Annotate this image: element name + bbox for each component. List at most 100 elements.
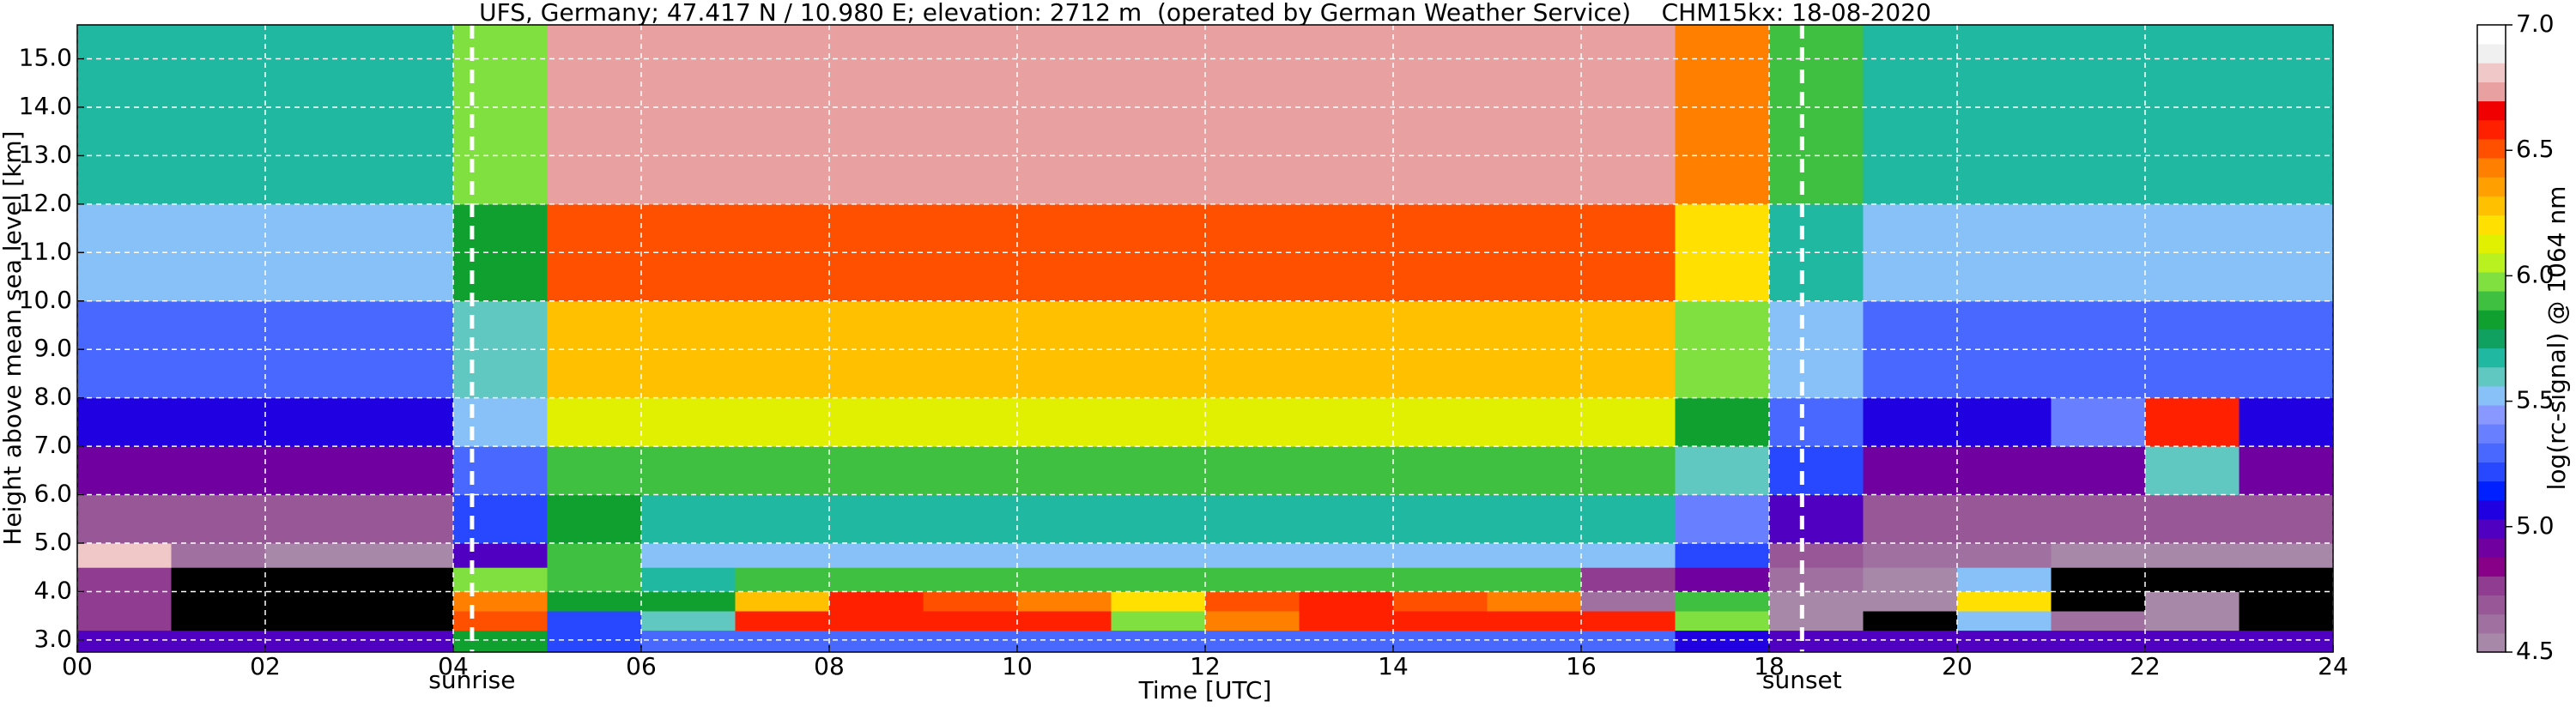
- colorbar-band: [2477, 538, 2506, 558]
- heatmap-cell: [1769, 567, 1864, 592]
- heatmap-cell: [641, 591, 736, 612]
- colorbar-tick-label: 4.5: [2516, 637, 2555, 665]
- heatmap-cell: [1487, 591, 1582, 612]
- y-tick-label: 13.0: [19, 140, 72, 168]
- heatmap-cell: [1487, 567, 1582, 592]
- heatmap-cell: [265, 591, 360, 612]
- colorbar-frame: [2476, 24, 2506, 653]
- heatmap-cell: [2239, 611, 2334, 631]
- heatmap-cell: [1299, 25, 1394, 205]
- heatmap-cell: [265, 567, 360, 592]
- heatmap-cell: [453, 630, 548, 653]
- heatmap-cell: [1675, 630, 1770, 653]
- heatmap-cell: [453, 25, 548, 205]
- heatmap-cell: [77, 591, 172, 612]
- heatmap-cell: [1957, 446, 2052, 496]
- heatmap-cell: [1675, 397, 1770, 447]
- annotation-label: sunrise: [428, 666, 515, 694]
- heatmap-cell: [2051, 630, 2146, 653]
- heatmap-cell: [2051, 446, 2146, 496]
- heatmap-cell: [547, 25, 642, 205]
- colorbar-band: [2477, 310, 2506, 329]
- y-tick-label: 5.0: [33, 528, 72, 556]
- heatmap-cell: [77, 397, 172, 447]
- heatmap-cell: [265, 397, 360, 447]
- heatmap-cell: [735, 397, 830, 447]
- heatmap-cell: [923, 446, 1018, 496]
- heatmap-cell: [1957, 25, 2052, 205]
- heatmap-cell: [1205, 591, 1300, 612]
- x-tick-label: 06: [626, 652, 657, 680]
- colorbar-band: [2477, 196, 2506, 216]
- colorbar-band: [2477, 576, 2506, 596]
- heatmap-cell: [1769, 630, 1864, 653]
- heatmap-cell: [453, 591, 548, 612]
- heatmap-cell: [641, 446, 736, 496]
- colorbar-tick-label: 5.0: [2516, 511, 2555, 540]
- heatmap-cell: [1957, 494, 2052, 544]
- heatmap-cell: [641, 567, 736, 592]
- heatmap-cell: [1581, 397, 1676, 447]
- heatmap-cell: [923, 567, 1018, 592]
- colorbar-band: [2477, 100, 2506, 121]
- heatmap-cell: [547, 397, 642, 447]
- y-tick-label: 7.0: [33, 431, 72, 459]
- colorbar-band: [2477, 595, 2506, 615]
- heatmap-cell: [77, 494, 172, 544]
- heatmap-cell: [735, 611, 830, 631]
- heatmap-cell: [77, 542, 172, 568]
- x-tick-label: 10: [1002, 652, 1033, 680]
- colorbar-label: log(rc-signal) @ 1064 nm: [2543, 186, 2571, 491]
- heatmap-cell: [735, 446, 830, 496]
- y-tick-label: 10.0: [19, 286, 72, 314]
- heatmap-cell: [1487, 25, 1582, 205]
- heatmap-cell: [1863, 397, 1958, 447]
- x-tick-label: 02: [250, 652, 281, 680]
- heatmap-cell: [829, 611, 924, 631]
- heatmap-cell: [2239, 397, 2334, 447]
- heatmap-cell: [735, 567, 830, 592]
- heatmap-cell: [829, 494, 924, 544]
- heatmap-cell: [453, 611, 548, 631]
- heatmap-cell: [359, 591, 454, 612]
- heatmap-cell: [2051, 542, 2146, 568]
- heatmap-cell: [265, 630, 360, 653]
- heatmap-cell: [1863, 446, 1958, 496]
- heatmap-cell: [2239, 494, 2334, 544]
- heatmap-cell: [1487, 611, 1582, 631]
- y-tick-label: 8.0: [33, 383, 72, 411]
- heatmap-cell: [171, 494, 266, 544]
- heatmap-cell: [1957, 397, 2052, 447]
- heatmap-cell: [829, 630, 924, 653]
- y-tick-label: 6.0: [33, 480, 72, 508]
- colorbar-band: [2477, 443, 2506, 462]
- heatmap-cell: [2145, 591, 2240, 612]
- heatmap-cell: [1581, 630, 1676, 653]
- colorbar-band: [2477, 177, 2506, 196]
- heatmap-cell: [1769, 446, 1864, 496]
- heatmap-cell: [1299, 446, 1394, 496]
- heatmap-cell: [1299, 542, 1394, 568]
- heatmap-cell: [829, 591, 924, 612]
- heatmap-cell: [1769, 542, 1864, 568]
- heatmap-cell: [2051, 591, 2146, 612]
- heatmap-cell: [1863, 611, 1958, 631]
- colorbar-band: [2477, 385, 2506, 406]
- heatmap-cell: [1487, 446, 1582, 496]
- heatmap-cell: [735, 25, 830, 205]
- heatmap-cell: [1863, 591, 1958, 612]
- heatmap-cell: [1299, 397, 1394, 447]
- heatmap-cell: [2145, 611, 2240, 631]
- heatmap-cell: [1863, 494, 1958, 544]
- heatmap-cell: [829, 25, 924, 205]
- heatmap-cell: [735, 494, 830, 544]
- y-axis-label: Height above mean sea level [km]: [0, 130, 27, 545]
- heatmap-cell: [923, 542, 1018, 568]
- heatmap-cell: [829, 446, 924, 496]
- x-tick-label: 04: [438, 652, 469, 680]
- colorbar-band: [2477, 405, 2506, 425]
- heatmap-cell: [359, 494, 454, 544]
- heatmap-cell: [265, 446, 360, 496]
- heatmap-cell: [1581, 567, 1676, 592]
- y-tick-label: 12.0: [19, 189, 72, 217]
